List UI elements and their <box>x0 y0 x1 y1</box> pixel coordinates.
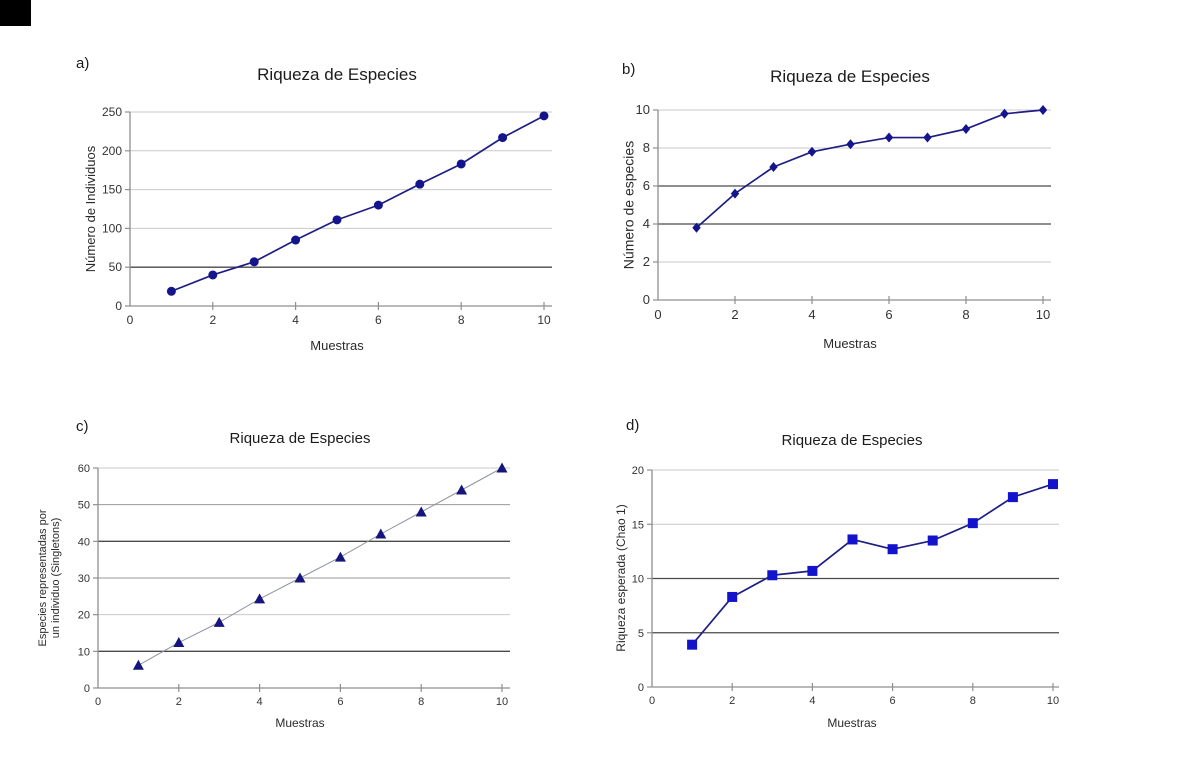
svg-text:6: 6 <box>885 307 892 322</box>
x-axis-label-a: Muestras <box>310 338 364 353</box>
svg-text:10: 10 <box>636 102 650 117</box>
svg-text:5: 5 <box>638 628 644 640</box>
svg-text:4: 4 <box>292 313 299 327</box>
svg-text:0: 0 <box>638 682 644 694</box>
chart-title-d: Riqueza de Especies <box>781 432 923 449</box>
x-axis-label-d: Muestras <box>827 716 877 730</box>
y-axis-label-b: Número de especies <box>620 140 637 270</box>
svg-text:40: 40 <box>78 536 90 548</box>
svg-text:6: 6 <box>337 696 343 708</box>
svg-text:100: 100 <box>102 221 122 235</box>
y-axis-label-c-line2: un individuo (Singletons) <box>50 517 62 639</box>
svg-text:10: 10 <box>78 646 90 658</box>
svg-text:8: 8 <box>418 696 424 708</box>
svg-text:10: 10 <box>632 574 644 586</box>
svg-text:2: 2 <box>731 307 738 322</box>
svg-text:0: 0 <box>84 683 90 695</box>
svg-text:0: 0 <box>654 307 661 322</box>
svg-text:20: 20 <box>78 610 90 622</box>
svg-text:6: 6 <box>890 695 896 707</box>
svg-text:0: 0 <box>95 696 101 708</box>
corner-artifact <box>0 0 31 26</box>
panel-label-d: d) <box>626 417 640 434</box>
svg-text:10: 10 <box>496 696 508 708</box>
svg-text:150: 150 <box>102 183 122 197</box>
svg-text:15: 15 <box>632 519 644 531</box>
chart-title-b: Riqueza de Especies <box>770 67 930 86</box>
x-axis-label-c: Muestras <box>275 716 325 730</box>
y-axis-label-c: Especies representadas por un individuo … <box>37 510 63 647</box>
svg-text:2: 2 <box>209 313 216 327</box>
svg-text:0: 0 <box>643 292 650 307</box>
svg-text:10: 10 <box>1047 695 1059 707</box>
svg-text:6: 6 <box>643 178 650 193</box>
svg-text:200: 200 <box>102 144 122 158</box>
svg-text:0: 0 <box>127 313 134 327</box>
y-axis-label-d: Riqueza esperada (Chao 1) <box>613 504 628 652</box>
svg-text:4: 4 <box>257 696 263 708</box>
svg-text:10: 10 <box>537 313 551 327</box>
svg-text:4: 4 <box>808 307 815 322</box>
svg-text:60: 60 <box>78 463 90 475</box>
svg-text:250: 250 <box>102 105 122 119</box>
chart-title-a: Riqueza de Especies <box>257 65 417 84</box>
svg-text:4: 4 <box>809 695 815 707</box>
svg-text:50: 50 <box>78 500 90 512</box>
svg-text:0: 0 <box>649 695 655 707</box>
svg-text:8: 8 <box>962 307 969 322</box>
svg-text:8: 8 <box>970 695 976 707</box>
svg-text:20: 20 <box>632 465 644 477</box>
svg-text:30: 30 <box>78 573 90 585</box>
svg-text:10: 10 <box>1036 307 1050 322</box>
panel-label-a: a) <box>76 55 90 72</box>
panel-label-b: b) <box>622 61 636 78</box>
chart-title-c: Riqueza de Especies <box>229 430 371 447</box>
svg-text:2: 2 <box>643 254 650 269</box>
y-axis-label-c-line1: Especies representadas por <box>36 509 49 647</box>
svg-text:2: 2 <box>176 696 182 708</box>
panel-label-c: c) <box>76 418 89 435</box>
svg-text:4: 4 <box>643 216 650 231</box>
y-axis-label-a: Número de Individuos <box>83 145 99 273</box>
svg-text:2: 2 <box>729 695 735 707</box>
x-axis-label-b: Muestras <box>823 336 877 351</box>
svg-text:0: 0 <box>115 299 122 313</box>
svg-text:8: 8 <box>458 313 465 327</box>
svg-text:8: 8 <box>643 140 650 155</box>
svg-text:50: 50 <box>109 260 123 274</box>
svg-text:6: 6 <box>375 313 382 327</box>
